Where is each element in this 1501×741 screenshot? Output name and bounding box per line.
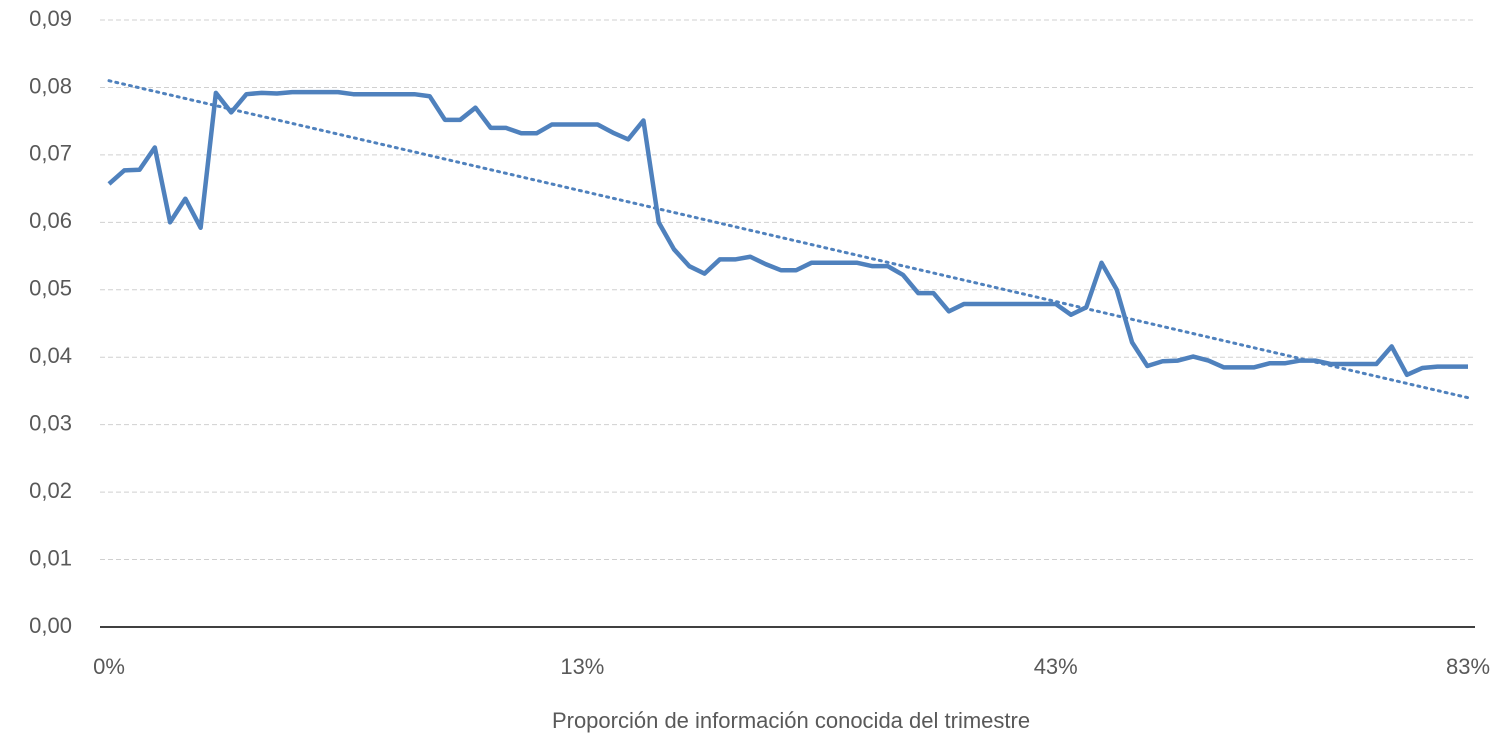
y-tick-label: 0,00 (29, 613, 72, 638)
y-tick-label: 0,02 (29, 478, 72, 503)
x-tick-label: 83% (1446, 654, 1490, 679)
y-tick-label: 0,05 (29, 276, 72, 301)
y-tick-label: 0,01 (29, 545, 72, 570)
y-tick-label: 0,09 (29, 6, 72, 31)
line-series (107, 89, 1468, 378)
x-tick-label: 13% (560, 654, 604, 679)
y-tick-label: 0,08 (29, 73, 72, 98)
y-tick-label: 0,04 (29, 343, 72, 368)
x-tick-label: 43% (1034, 654, 1078, 679)
y-tick-label: 0,07 (29, 141, 72, 166)
x-axis-title: Proporción de información conocida del t… (552, 708, 1030, 733)
trendline (107, 79, 1470, 400)
y-tick-label: 0,06 (29, 208, 72, 233)
y-tick-label: 0,03 (29, 410, 72, 435)
x-tick-label: 0% (93, 654, 125, 679)
